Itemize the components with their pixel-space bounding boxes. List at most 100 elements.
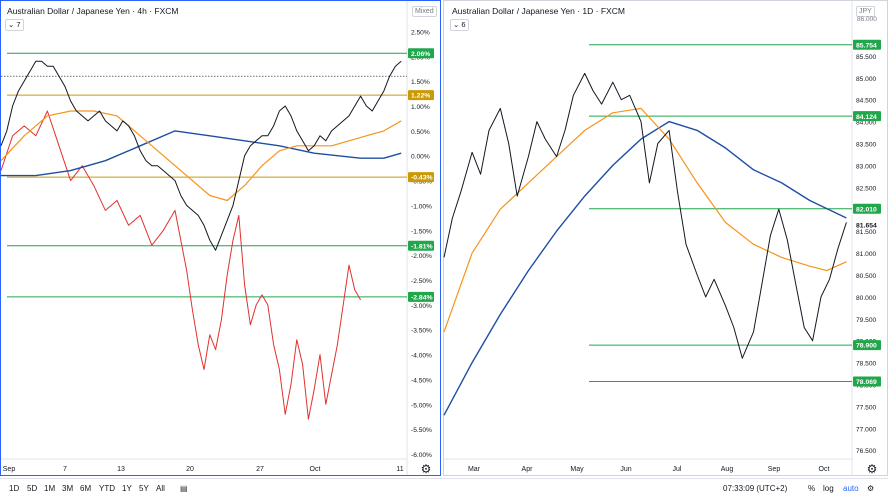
range-5d[interactable]: 5D	[27, 484, 38, 493]
y-tick-label: 77.500	[856, 404, 877, 411]
y-tick-label: -1.00%	[411, 203, 432, 210]
chart-pane-1d[interactable]: Australian Dollar / Japanese Yen · 1D · …	[443, 0, 888, 476]
y-tick-label: -2.50%	[411, 278, 432, 285]
auto-toggle[interactable]: auto	[843, 484, 859, 493]
y-tick-label: -4.00%	[411, 353, 432, 360]
y-tick-label: -3.50%	[411, 328, 432, 335]
y-tick-label: -1.50%	[411, 228, 432, 235]
y-tick-label: 79.500	[856, 317, 877, 324]
range-3m[interactable]: 3M	[62, 484, 74, 493]
y-tick-label: 78.500	[856, 361, 877, 368]
indicator-count: 7	[16, 20, 21, 29]
chart-title: Australian Dollar / Japanese Yen · 1D · …	[452, 6, 625, 16]
level-label-box	[408, 240, 434, 251]
level-label: 1.22%	[411, 93, 430, 100]
price-series	[0, 60, 402, 251]
last-price-label: 81.654	[856, 222, 877, 229]
level-label: 2.06%	[411, 51, 430, 58]
indicator-count: 6	[461, 20, 466, 29]
oscillator-series	[0, 110, 362, 420]
y-tick-label: 81.000	[856, 251, 877, 258]
range-all[interactable]: All	[156, 484, 165, 493]
ma-fast-series	[0, 110, 402, 202]
gear-icon[interactable]: ⚙	[420, 462, 432, 476]
x-tick-label: 7	[63, 466, 67, 473]
y-tick-label: 76.500	[856, 448, 877, 455]
y-tick-label: 84.500	[856, 98, 877, 105]
level-label: 78.900	[856, 343, 877, 350]
chart-1d[interactable]: 85.500 85.000 84.500 84.000 83.500 83.000 82.5…	[443, 1, 888, 477]
level-label-box	[853, 111, 881, 122]
percent-toggle[interactable]: %	[808, 484, 816, 493]
clock-display[interactable]: 07:33:09 (UTC+2)	[723, 484, 788, 493]
price-series	[443, 72, 847, 359]
level-label-box	[408, 48, 434, 59]
gear-icon[interactable]: ⚙	[867, 484, 875, 493]
x-tick-label: Aug	[721, 466, 734, 473]
y-tick-label: 0.50%	[411, 129, 430, 136]
gear-icon[interactable]: ⚙	[866, 462, 878, 476]
level-label: 78.069	[856, 379, 877, 386]
level-label: 82.010	[856, 206, 877, 213]
currency-chip[interactable]: JPY	[856, 6, 875, 17]
y-tick-label: -2.00%	[411, 253, 432, 260]
y-tick-label: 80.000	[856, 295, 877, 302]
x-tick-label: Jun	[620, 466, 631, 473]
chevron-down-icon: ⌄	[8, 20, 15, 29]
y-tick-label: 80.500	[856, 273, 877, 280]
y-tick-label: 83.500	[856, 142, 877, 149]
chart-4h[interactable]: 2.50%2.00%1.50%1.00%0.50%0.00%-0.50%-1.0…	[0, 1, 442, 477]
x-tick-label: Sep	[3, 466, 16, 473]
y-tick-label: 1.50%	[411, 79, 430, 86]
level-label-box	[408, 90, 434, 101]
x-tick-label: 11	[396, 466, 403, 473]
x-tick-label: 13	[117, 466, 125, 473]
range-5y[interactable]: 5Y	[139, 484, 149, 493]
bottom-toolbar: 1D 5D 1M 3M 6M YTD 1Y 5Y All ▤ 07:33:09 …	[0, 478, 888, 500]
level-label: 85.754	[856, 42, 877, 49]
level-label: 84.124	[856, 114, 877, 121]
range-1m[interactable]: 1M	[44, 484, 56, 493]
y-tick-label: 77.000	[856, 426, 877, 433]
y-tick-label: -5.50%	[411, 427, 432, 434]
x-tick-label: Sep	[768, 466, 781, 473]
indicator-toggle[interactable]: ⌄ 6	[450, 19, 469, 31]
x-tick-label: Oct	[819, 466, 830, 473]
y-tick-label: -4.50%	[411, 377, 432, 384]
ma-slow-series	[1, 130, 402, 177]
y-tick-label: -6.00%	[411, 452, 432, 459]
range-1d[interactable]: 1D	[9, 484, 20, 493]
x-tick-label: May	[570, 466, 584, 473]
level-label-box	[408, 172, 434, 183]
y-tick-label: -3.00%	[411, 303, 432, 310]
level-label: -1.81%	[411, 243, 433, 250]
range-6m[interactable]: 6M	[80, 484, 92, 493]
level-label-box	[853, 376, 881, 387]
y-tick-label: 1.00%	[411, 104, 430, 111]
y-tick-label: -5.00%	[411, 402, 432, 409]
indicator-toggle[interactable]: ⌄ 7	[5, 19, 24, 31]
y-tick-label: 81.500	[856, 229, 877, 236]
y-tick-label: 83.000	[856, 163, 877, 170]
scale-mode-toggle[interactable]: Mixed	[412, 6, 437, 17]
goto-date-icon[interactable]: ▤	[180, 484, 188, 493]
x-tick-label: 20	[186, 466, 194, 473]
range-ytd[interactable]: YTD	[99, 484, 115, 493]
y-tick-label: 82.500	[856, 185, 877, 192]
y-tick-label: 0.00%	[411, 154, 430, 161]
x-tick-label: Oct	[310, 466, 321, 473]
ma-fast-series	[443, 107, 847, 333]
level-label-box	[853, 203, 881, 214]
level-label-box	[408, 291, 434, 302]
top-tick-label: 86.000	[857, 16, 877, 23]
chart-pane-4h[interactable]: Australian Dollar / Japanese Yen · 4h · …	[0, 0, 441, 476]
x-tick-label: 27	[256, 466, 264, 473]
level-label-box	[853, 340, 881, 351]
y-tick-label: 85.500	[856, 54, 877, 61]
range-1y[interactable]: 1Y	[122, 484, 132, 493]
chart-title: Australian Dollar / Japanese Yen · 4h · …	[7, 6, 179, 16]
log-toggle[interactable]: log	[823, 484, 834, 493]
chevron-down-icon: ⌄	[453, 20, 460, 29]
ma-slow-series	[443, 120, 847, 416]
level-label: -2.84%	[411, 295, 433, 302]
